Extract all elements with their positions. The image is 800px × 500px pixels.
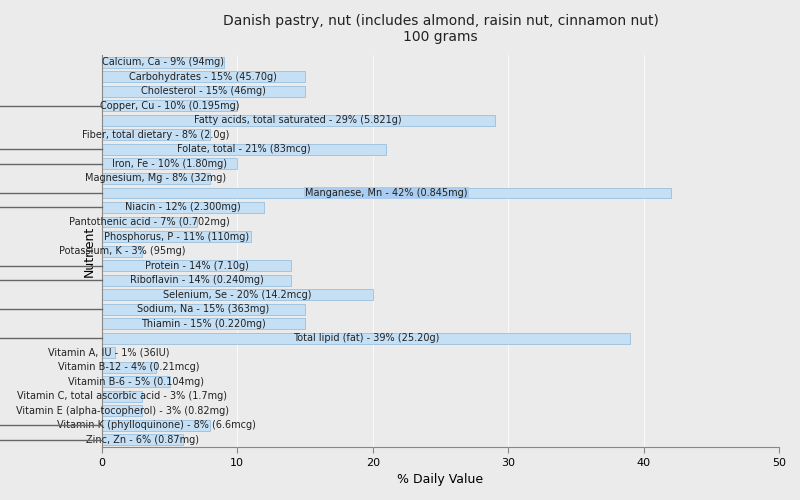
Bar bbox=[102, 318, 305, 329]
Bar bbox=[102, 406, 142, 416]
Text: Riboflavin - 14% (0.240mg): Riboflavin - 14% (0.240mg) bbox=[130, 275, 263, 285]
Text: Phosphorus, P - 11% (110mg): Phosphorus, P - 11% (110mg) bbox=[104, 232, 249, 241]
Text: Iron, Fe - 10% (1.80mg): Iron, Fe - 10% (1.80mg) bbox=[112, 159, 227, 169]
Bar bbox=[102, 86, 305, 97]
Text: Cholesterol - 15% (46mg): Cholesterol - 15% (46mg) bbox=[141, 86, 266, 97]
Text: Vitamin A, IU - 1% (36IU): Vitamin A, IU - 1% (36IU) bbox=[48, 348, 170, 358]
Text: Sodium, Na - 15% (363mg): Sodium, Na - 15% (363mg) bbox=[138, 304, 270, 314]
Bar bbox=[102, 216, 197, 228]
Bar bbox=[102, 158, 238, 170]
Bar bbox=[102, 173, 210, 184]
Text: Total lipid (fat) - 39% (25.20g): Total lipid (fat) - 39% (25.20g) bbox=[293, 333, 439, 343]
Text: Copper, Cu - 10% (0.195mg): Copper, Cu - 10% (0.195mg) bbox=[100, 101, 239, 111]
Bar bbox=[102, 202, 264, 213]
Text: Vitamin B-6 - 5% (0.104mg): Vitamin B-6 - 5% (0.104mg) bbox=[68, 377, 204, 387]
Bar bbox=[102, 391, 142, 402]
Text: Protein - 14% (7.10g): Protein - 14% (7.10g) bbox=[145, 260, 249, 270]
Text: Vitamin B-12 - 4% (0.21mcg): Vitamin B-12 - 4% (0.21mcg) bbox=[58, 362, 200, 372]
Bar bbox=[102, 304, 305, 314]
Text: Thiamin - 15% (0.220mg): Thiamin - 15% (0.220mg) bbox=[141, 318, 266, 328]
Bar bbox=[102, 231, 250, 242]
Text: Calcium, Ca - 9% (94mg): Calcium, Ca - 9% (94mg) bbox=[102, 57, 224, 67]
X-axis label: % Daily Value: % Daily Value bbox=[398, 473, 483, 486]
Bar bbox=[102, 100, 238, 112]
Bar bbox=[102, 274, 291, 285]
Bar bbox=[102, 376, 170, 387]
Text: Fatty acids, total saturated - 29% (5.821g): Fatty acids, total saturated - 29% (5.82… bbox=[194, 116, 402, 126]
Bar bbox=[102, 260, 291, 271]
Bar bbox=[102, 130, 210, 140]
Text: Fiber, total dietary - 8% (2.0g): Fiber, total dietary - 8% (2.0g) bbox=[82, 130, 230, 140]
Text: Vitamin K (phylloquinone) - 8% (6.6mcg): Vitamin K (phylloquinone) - 8% (6.6mcg) bbox=[57, 420, 255, 430]
Text: Vitamin E (alpha-tocopherol) - 3% (0.82mg): Vitamin E (alpha-tocopherol) - 3% (0.82m… bbox=[16, 406, 229, 416]
Text: Carbohydrates - 15% (45.70g): Carbohydrates - 15% (45.70g) bbox=[130, 72, 278, 82]
Bar bbox=[102, 434, 183, 446]
Bar bbox=[102, 188, 670, 198]
Bar bbox=[102, 246, 142, 256]
Bar bbox=[102, 362, 156, 372]
Text: Niacin - 12% (2.300mg): Niacin - 12% (2.300mg) bbox=[125, 202, 241, 212]
Bar bbox=[102, 289, 373, 300]
Text: Manganese, Mn - 42% (0.845mg): Manganese, Mn - 42% (0.845mg) bbox=[305, 188, 467, 198]
Text: Vitamin C, total ascorbic acid - 3% (1.7mg): Vitamin C, total ascorbic acid - 3% (1.7… bbox=[17, 392, 227, 402]
Bar bbox=[102, 333, 630, 344]
Bar bbox=[102, 144, 386, 155]
Bar bbox=[102, 72, 305, 82]
Text: Folate, total - 21% (83mcg): Folate, total - 21% (83mcg) bbox=[178, 144, 311, 154]
Bar bbox=[102, 420, 210, 431]
Y-axis label: Nutrient: Nutrient bbox=[83, 226, 96, 276]
Title: Danish pastry, nut (includes almond, raisin nut, cinnamon nut)
100 grams: Danish pastry, nut (includes almond, rai… bbox=[222, 14, 658, 44]
Bar bbox=[102, 348, 115, 358]
Text: Pantothenic acid - 7% (0.702mg): Pantothenic acid - 7% (0.702mg) bbox=[69, 217, 230, 227]
Text: Selenium, Se - 20% (14.2mcg): Selenium, Se - 20% (14.2mcg) bbox=[163, 290, 311, 300]
Text: Zinc, Zn - 6% (0.87mg): Zinc, Zn - 6% (0.87mg) bbox=[86, 435, 199, 445]
Text: Potassium, K - 3% (95mg): Potassium, K - 3% (95mg) bbox=[59, 246, 186, 256]
Text: Magnesium, Mg - 8% (32mg): Magnesium, Mg - 8% (32mg) bbox=[86, 174, 226, 184]
Bar bbox=[102, 57, 224, 68]
Bar bbox=[102, 115, 494, 126]
